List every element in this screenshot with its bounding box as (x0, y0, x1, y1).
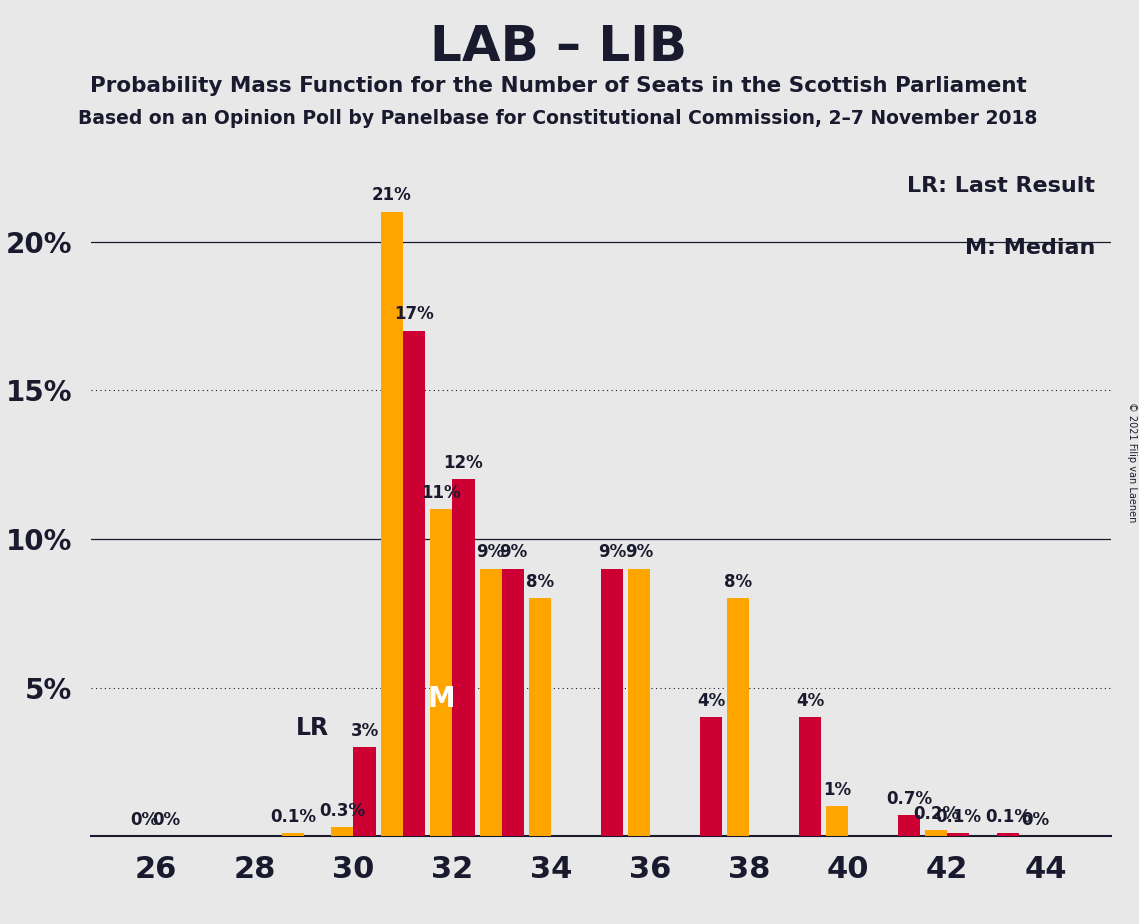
Text: Probability Mass Function for the Number of Seats in the Scottish Parliament: Probability Mass Function for the Number… (90, 76, 1026, 96)
Text: 9%: 9% (598, 543, 626, 561)
Text: 0.7%: 0.7% (886, 790, 932, 808)
Text: 0.1%: 0.1% (270, 808, 316, 826)
Text: 0%: 0% (1021, 810, 1049, 829)
Text: 11%: 11% (421, 484, 461, 502)
Text: 0.3%: 0.3% (319, 802, 366, 820)
Text: 0%: 0% (153, 810, 181, 829)
Bar (699, 717, 722, 836)
Text: 4%: 4% (697, 692, 726, 710)
Text: 9%: 9% (499, 543, 527, 561)
Bar (530, 599, 551, 836)
Bar (997, 833, 1019, 836)
Bar (898, 815, 920, 836)
Text: 1%: 1% (823, 781, 851, 799)
Text: LR: LR (296, 715, 329, 739)
Text: 8%: 8% (526, 573, 555, 591)
Text: 9%: 9% (625, 543, 654, 561)
Text: LAB – LIB: LAB – LIB (429, 23, 687, 71)
Text: LR: Last Result: LR: Last Result (908, 176, 1096, 197)
Text: 0.2%: 0.2% (913, 805, 959, 823)
Text: 4%: 4% (796, 692, 823, 710)
Bar (331, 827, 353, 836)
Bar (948, 833, 969, 836)
Text: 12%: 12% (443, 454, 483, 472)
Bar (727, 599, 749, 836)
Text: 8%: 8% (724, 573, 752, 591)
Bar (628, 568, 650, 836)
Bar (353, 747, 376, 836)
Text: © 2021 Filip van Laenen: © 2021 Filip van Laenen (1126, 402, 1137, 522)
Bar (826, 807, 849, 836)
Text: M: M (427, 685, 456, 713)
Bar (480, 568, 502, 836)
Text: 21%: 21% (371, 187, 411, 204)
Bar (502, 568, 524, 836)
Bar (601, 568, 623, 836)
Text: 9%: 9% (476, 543, 505, 561)
Text: 3%: 3% (351, 722, 378, 739)
Bar (925, 831, 948, 836)
Bar (281, 833, 304, 836)
Bar (798, 717, 821, 836)
Text: Based on an Opinion Poll by Panelbase for Constitutional Commission, 2–7 Novembe: Based on an Opinion Poll by Panelbase fo… (79, 109, 1038, 128)
Text: M: Median: M: Median (965, 238, 1096, 258)
Bar (431, 509, 452, 836)
Text: 0.1%: 0.1% (935, 808, 982, 826)
Text: 0.1%: 0.1% (985, 808, 1031, 826)
Bar (403, 331, 425, 836)
Text: 0%: 0% (130, 810, 158, 829)
Text: 17%: 17% (394, 306, 434, 323)
Bar (452, 480, 475, 836)
Bar (380, 212, 403, 836)
